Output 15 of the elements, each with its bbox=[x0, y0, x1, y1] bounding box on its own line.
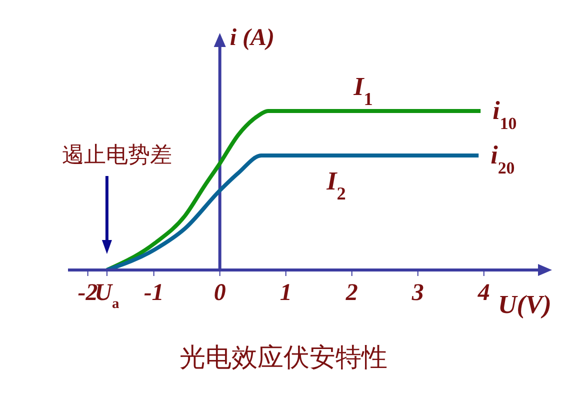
y-axis-title: i (A) bbox=[230, 25, 275, 51]
x-tick-label: -2 bbox=[78, 280, 98, 306]
text: 光电效应伏安特性 bbox=[180, 343, 388, 373]
annotation: 遏止电势差 bbox=[62, 143, 172, 168]
annotation: i$_{10}$ bbox=[492, 96, 517, 132]
x-tick-label: 4 bbox=[476, 280, 490, 306]
series-label: I$_{1}$ bbox=[352, 72, 373, 109]
x-tick-label: -1 bbox=[144, 280, 164, 306]
x-axis-title: U(V) bbox=[498, 290, 552, 319]
x-tick-label: 3 bbox=[410, 280, 424, 306]
x-tick-label: 0 bbox=[214, 280, 226, 306]
series-label: I$_{2}$ bbox=[326, 166, 346, 204]
x-tick-label: 2 bbox=[344, 280, 358, 306]
x-tick-label: 1 bbox=[280, 280, 292, 306]
annotation: i$_{20}$ bbox=[490, 140, 515, 178]
